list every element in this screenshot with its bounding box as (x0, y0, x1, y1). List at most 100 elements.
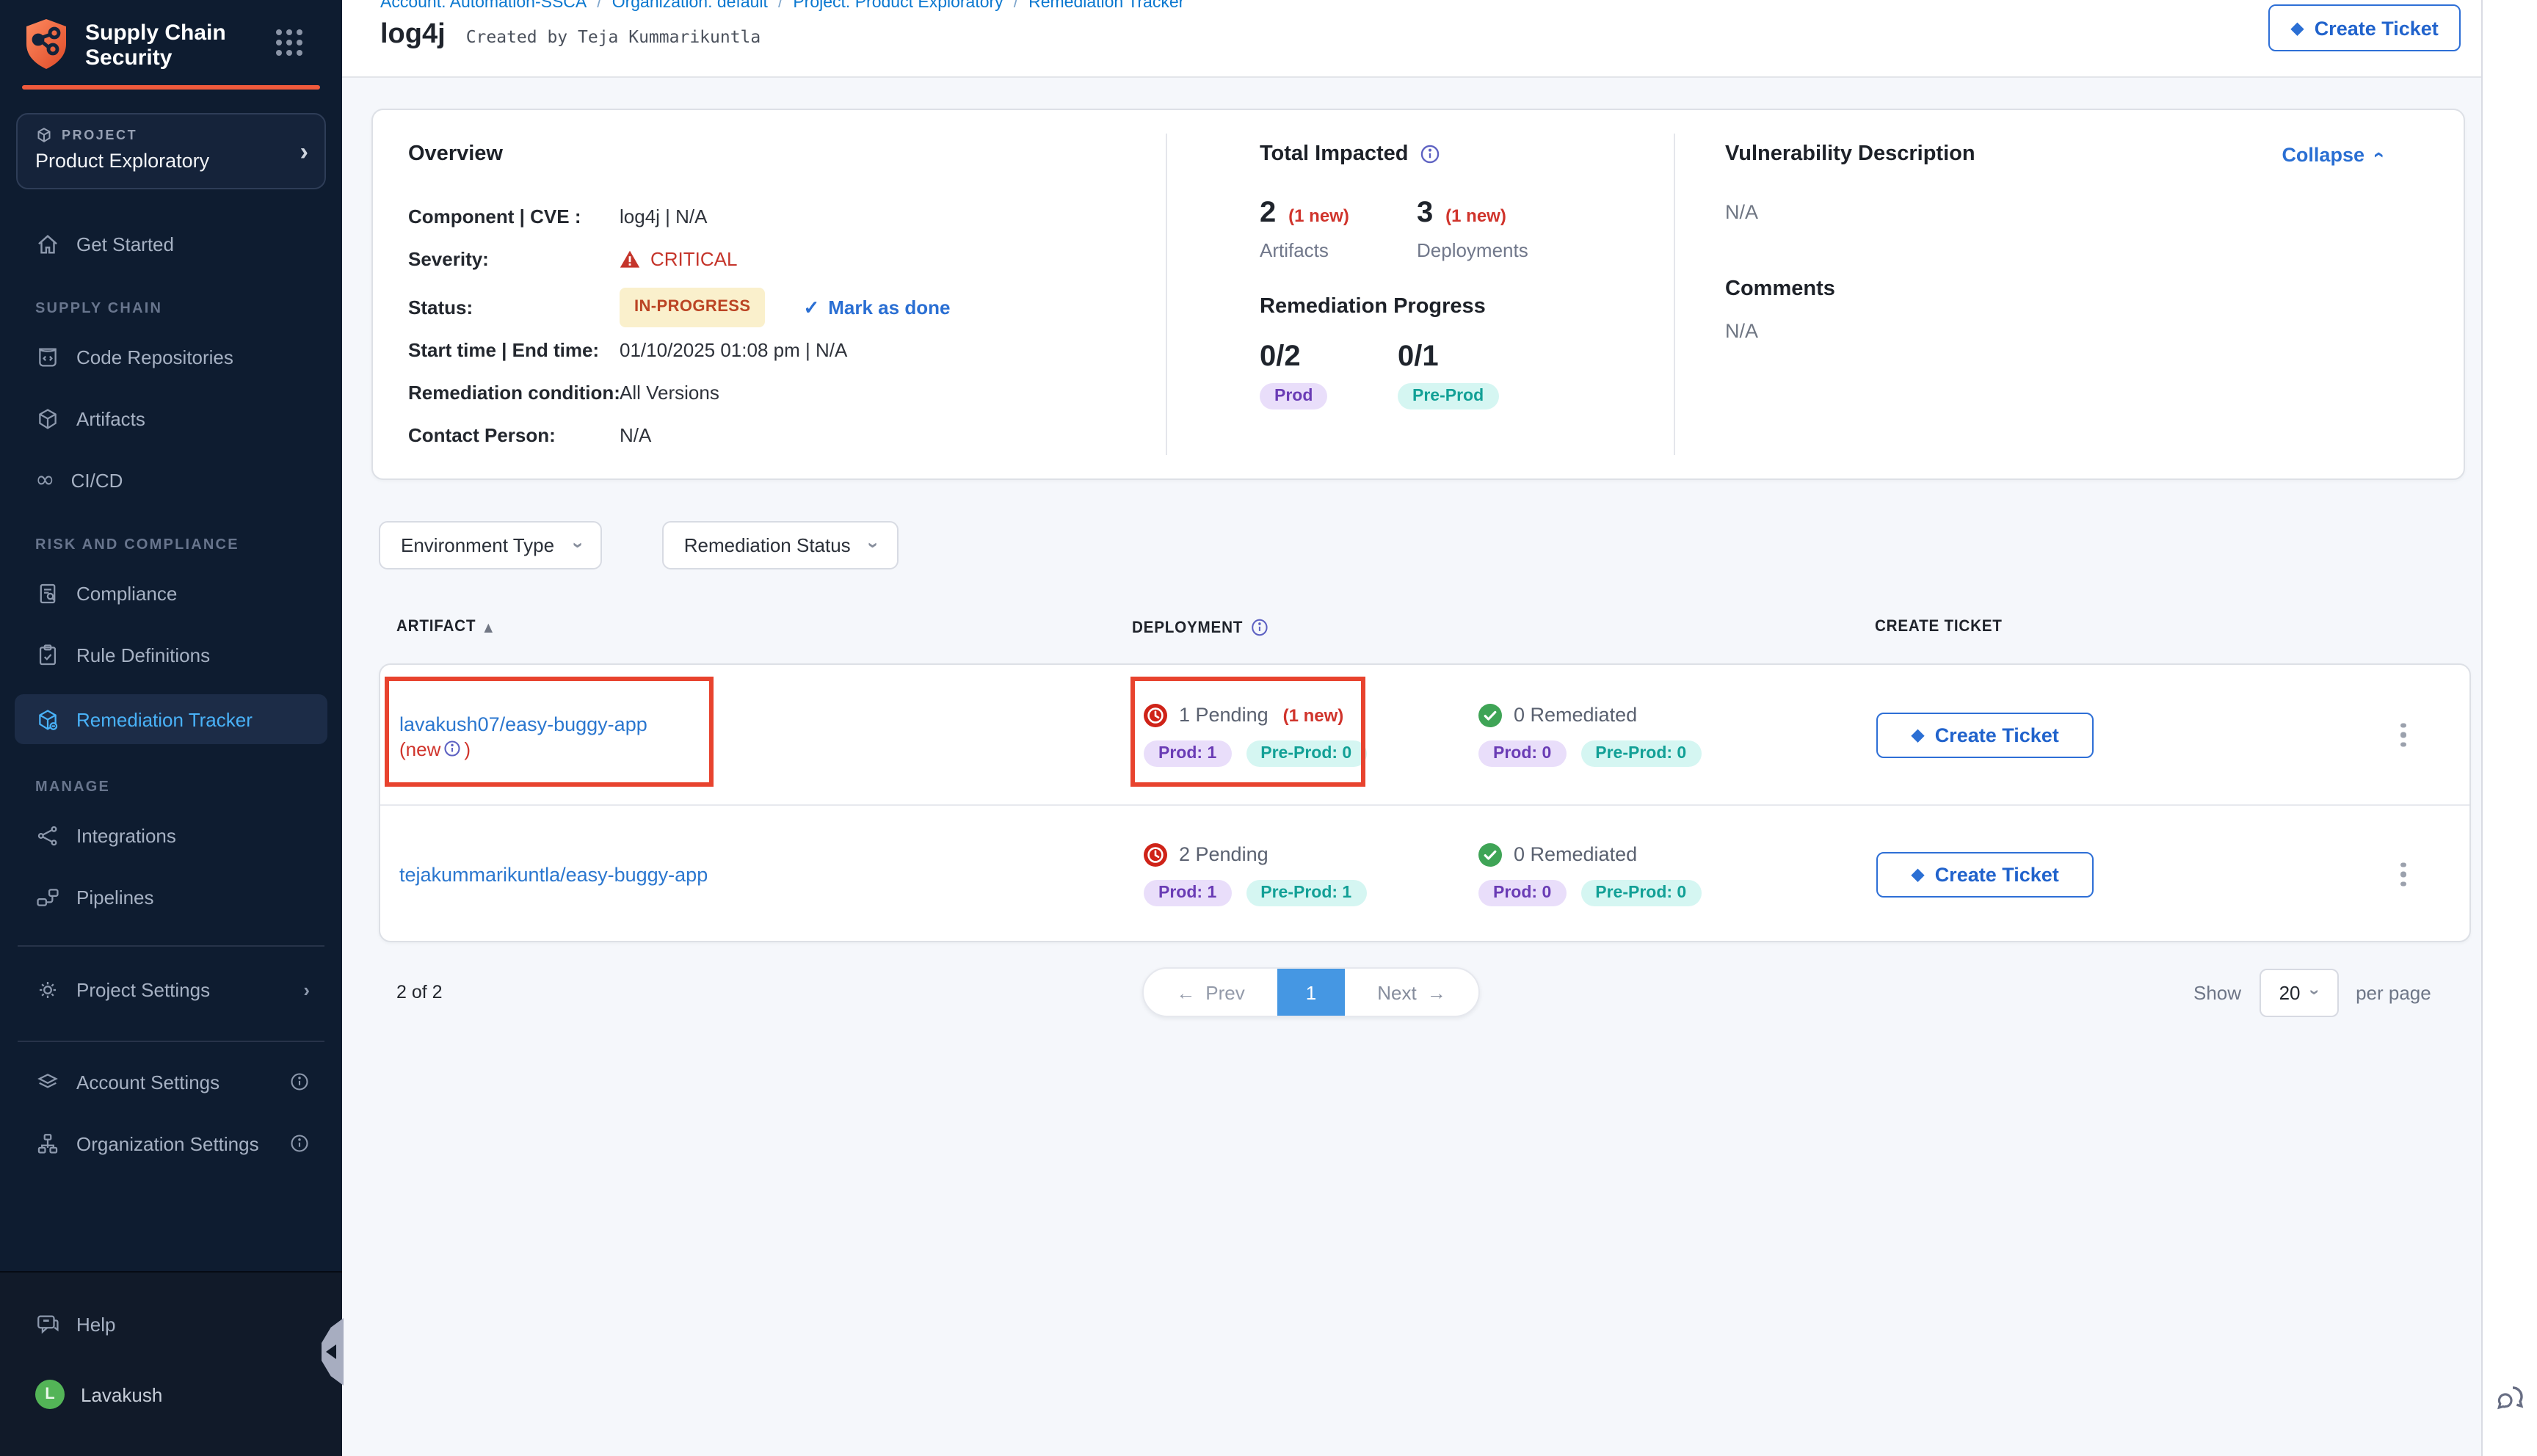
preprod-count-badge: Pre-Prod: 0 (1580, 879, 1701, 906)
section-supply-chain: SUPPLY CHAIN (0, 301, 342, 317)
deployment-pending-cell: 1 Pending (1 new) Prod: 1 Pre-Prod: 0 (1144, 703, 1366, 766)
breadcrumb-separator: / (587, 0, 611, 12)
mark-as-done-link[interactable]: ✓ Mark as done (803, 294, 950, 319)
sidebar-item-help[interactable]: Help (0, 1302, 342, 1346)
compliance-doc-icon (35, 580, 60, 605)
chat-bubbles-icon[interactable] (2493, 1381, 2528, 1416)
info-icon[interactable] (289, 1133, 319, 1154)
sidebar-item-remediation-tracker[interactable]: Remediation Tracker (15, 694, 327, 744)
sidebar-item-artifacts[interactable]: Artifacts (0, 396, 342, 440)
breadcrumb-account[interactable]: Account: Automation-SSCA (380, 0, 587, 12)
remediation-status-filter[interactable]: Remediation Status › (662, 521, 899, 569)
column-header-create-ticket: CREATE TICKET (1875, 618, 2003, 636)
artifact-link[interactable]: lavakush07/easy-buggy-app (399, 713, 647, 735)
info-icon[interactable] (1251, 618, 1268, 637)
page-number-button[interactable]: 1 (1277, 969, 1345, 1016)
chevron-right-icon: › (300, 138, 308, 167)
breadcrumb-separator: / (1003, 0, 1028, 12)
artifact-link[interactable]: tejakummarikuntla/easy-buggy-app (399, 863, 708, 885)
overview-heading: Overview (408, 142, 1142, 166)
breadcrumb: Account: Automation-SSCA/Organization: d… (380, 0, 1184, 12)
breadcrumb-organization[interactable]: Organization: default (612, 0, 768, 12)
sidebar-item-integrations[interactable]: Integrations (0, 813, 342, 857)
check-icon: ✓ (803, 294, 819, 319)
preprod-count-badge: Pre-Prod: 0 (1246, 740, 1366, 766)
row-menu-kebab[interactable] (2395, 856, 2411, 892)
breadcrumb-project[interactable]: Project: Product Exploratory (793, 0, 1003, 12)
status-row: Status: IN-PROGRESS ✓ Mark as done (408, 289, 1142, 324)
info-icon[interactable] (443, 740, 461, 757)
sidebar-item-pipelines[interactable]: Pipelines (0, 875, 342, 919)
warning-triangle-icon (620, 250, 640, 269)
prod-count-badge: Prod: 1 (1144, 879, 1231, 906)
remediation-table: lavakush07/easy-buggy-app (new ) (379, 663, 2471, 942)
prev-page-button[interactable]: ← Prev (1144, 969, 1277, 1016)
sidebar-divider (18, 1041, 324, 1042)
comments-heading: Comments (1725, 277, 2424, 301)
create-ticket-button[interactable]: ◆ Create Ticket (1876, 712, 2094, 757)
sort-asc-icon: ▲ (484, 620, 493, 633)
results-count: 2 of 2 (396, 982, 443, 1002)
project-selector[interactable]: PROJECT Product Exploratory › (16, 113, 326, 189)
overview-column: Overview Component | CVE : log4j | N/A S… (408, 142, 1142, 465)
collapse-link[interactable]: Collapse › (2282, 143, 2380, 165)
artifact-cell: tejakummarikuntla/easy-buggy-app (399, 860, 708, 888)
column-header-artifact[interactable]: ARTIFACT ▲ (396, 618, 493, 636)
create-ticket-button[interactable]: ◆ Create Ticket (1876, 851, 2094, 897)
severity-value: CRITICAL (650, 247, 737, 272)
code-repositories-icon (35, 344, 60, 369)
sidebar-item-cicd[interactable]: ∞ CI/CD (0, 458, 342, 502)
sidebar-item-account-settings[interactable]: Account Settings (0, 1060, 342, 1104)
info-icon[interactable] (289, 1071, 319, 1092)
sidebar-item-project-settings[interactable]: Project Settings › (0, 964, 342, 1014)
app-window: Supply Chain Security PROJECT Product Ex… (0, 0, 2537, 1456)
pending-icon (1144, 842, 1167, 866)
chevron-up-icon: › (2366, 151, 2388, 158)
main-content: Overview Component | CVE : log4j | N/A S… (342, 78, 2481, 1456)
sidebar-item-compliance[interactable]: Compliance (0, 571, 342, 615)
sidebar-item-organization-settings[interactable]: Organization Settings (0, 1121, 342, 1165)
next-page-button[interactable]: Next → (1345, 969, 1478, 1016)
user-menu[interactable]: L Lavakush (0, 1372, 342, 1416)
deployment-pending-cell: 2 Pending Prod: 1 Pre-Prod: 1 (1144, 842, 1366, 906)
info-icon[interactable] (1420, 144, 1441, 164)
pagination-row: 2 of 2 ← Prev 1 Next → Show 20 › per pag… (342, 967, 2481, 1017)
vulnerability-description-heading: Vulnerability Description (1725, 142, 1975, 166)
sidebar-item-get-started[interactable]: Get Started (0, 222, 342, 266)
row-menu-kebab[interactable] (2395, 717, 2411, 753)
time-row: Start time | End time: 01/10/2025 01:08 … (408, 338, 1142, 363)
sidebar-item-rule-definitions[interactable]: Rule Definitions (0, 633, 342, 677)
condition-row: Remediation condition: All Versions (408, 380, 1142, 405)
environment-type-filter[interactable]: Environment Type › (379, 521, 602, 569)
chevron-down-icon: › (863, 542, 885, 549)
preprod-progress: 0/1 Pre-Prod (1398, 341, 1536, 410)
sidebar-footer: Help L Lavakush (0, 1271, 342, 1456)
pending-count: 1 Pending (1179, 704, 1268, 726)
vulnerability-description-value: N/A (1725, 201, 2424, 223)
chevron-down-icon: › (2305, 989, 2326, 995)
page-size-select[interactable]: 20 › (2259, 968, 2338, 1016)
jira-diamond-icon: ◆ (1911, 864, 1924, 884)
impacted-artifacts-metric: 2 (1 new) Artifacts (1260, 197, 1417, 261)
jira-diamond-icon: ◆ (2290, 18, 2304, 38)
prod-badge: Prod (1260, 383, 1327, 410)
breadcrumb-current[interactable]: Remediation Tracker (1028, 0, 1184, 12)
clipboard-check-icon (35, 642, 60, 667)
brand-accent-rule (22, 85, 320, 90)
column-header-deployment: DEPLOYMENT (1132, 618, 1269, 637)
create-ticket-button[interactable]: ◆ Create Ticket (2268, 4, 2461, 51)
remediation-progress-heading: Remediation Progress (1260, 295, 1700, 318)
prod-progress: 0/2 Prod (1260, 341, 1398, 410)
home-icon (35, 231, 60, 256)
created-by-text: Created by Teja Kummarikuntla (466, 26, 761, 47)
jira-diamond-icon: ◆ (1911, 724, 1924, 745)
module-grid-icon[interactable] (276, 29, 302, 56)
pagination-control: ← Prev 1 Next → (1142, 967, 1480, 1017)
severity-row: Severity: CRITICAL (408, 247, 1142, 272)
column-divider (1166, 134, 1167, 455)
section-manage: MANAGE (0, 779, 342, 796)
pending-icon (1144, 703, 1167, 727)
remediated-count: 0 Remediated (1514, 843, 1637, 865)
org-hierarchy-icon (35, 1131, 60, 1156)
sidebar-item-code-repositories[interactable]: Code Repositories (0, 335, 342, 379)
